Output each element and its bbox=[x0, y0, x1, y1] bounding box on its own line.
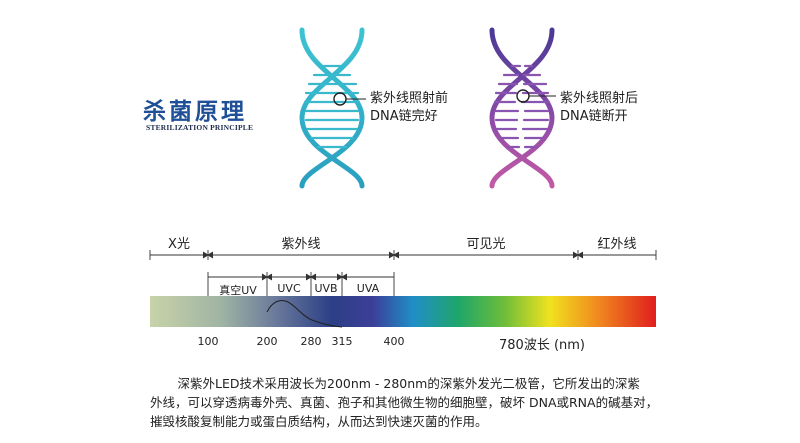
tick-280: 280 bbox=[300, 335, 322, 348]
band-infrared: 红外线 bbox=[597, 237, 637, 252]
tick-400: 400 bbox=[383, 335, 405, 348]
description-line-3: 摧毁核酸复制能力或蛋白质结构，从而达到快速灭菌的作用。 bbox=[150, 414, 488, 429]
dna-after-callout: 紫外线照射后 DNA链断开 bbox=[560, 90, 638, 126]
band-arrows bbox=[149, 250, 657, 260]
spectrum-bar bbox=[150, 296, 656, 327]
subband-uvb: UVB bbox=[314, 282, 338, 295]
page-subtitle: STERILIZATION PRINCIPLE bbox=[146, 123, 254, 132]
dna-before-callout: 紫外线照射前 DNA链完好 bbox=[370, 90, 448, 126]
description-line-2: 外线，可以穿透病毒外壳、真菌、孢子和其他微生物的细胞壁，破坏 DNA或RNA的碱… bbox=[150, 395, 659, 410]
subband-uva: UVA bbox=[356, 282, 380, 295]
wavelength-end-label: 780波长 (nm) bbox=[499, 338, 585, 353]
tick-200: 200 bbox=[256, 335, 278, 348]
subband-vacuum-uv: 真空UV bbox=[219, 284, 257, 297]
subband-uvc: UVC bbox=[277, 282, 301, 295]
dna-after-line2: DNA链断开 bbox=[560, 109, 628, 124]
description-line-1: 深紫外LED技术采用波长为200nm - 280nm的深紫外发光二极管，它所发出… bbox=[177, 376, 640, 391]
dna-broken-icon bbox=[489, 27, 556, 189]
absorption-curve bbox=[266, 299, 343, 328]
band-xray: X光 bbox=[168, 237, 190, 252]
dna-before-line1: 紫外线照射前 bbox=[370, 91, 449, 106]
tick-100: 100 bbox=[197, 335, 219, 348]
dna-intact-icon bbox=[299, 27, 366, 189]
description-paragraph: 深紫外LED技术采用波长为200nm - 280nm的深紫外发光二极管，它所发出… bbox=[150, 374, 670, 431]
dna-before-line2: DNA链完好 bbox=[370, 109, 438, 124]
band-visible: 可见光 bbox=[466, 237, 506, 252]
band-uv: 紫外线 bbox=[281, 237, 321, 252]
dna-after-line1: 紫外线照射后 bbox=[560, 91, 639, 106]
tick-315: 315 bbox=[331, 335, 353, 348]
page-title: 杀菌原理 bbox=[143, 98, 247, 125]
